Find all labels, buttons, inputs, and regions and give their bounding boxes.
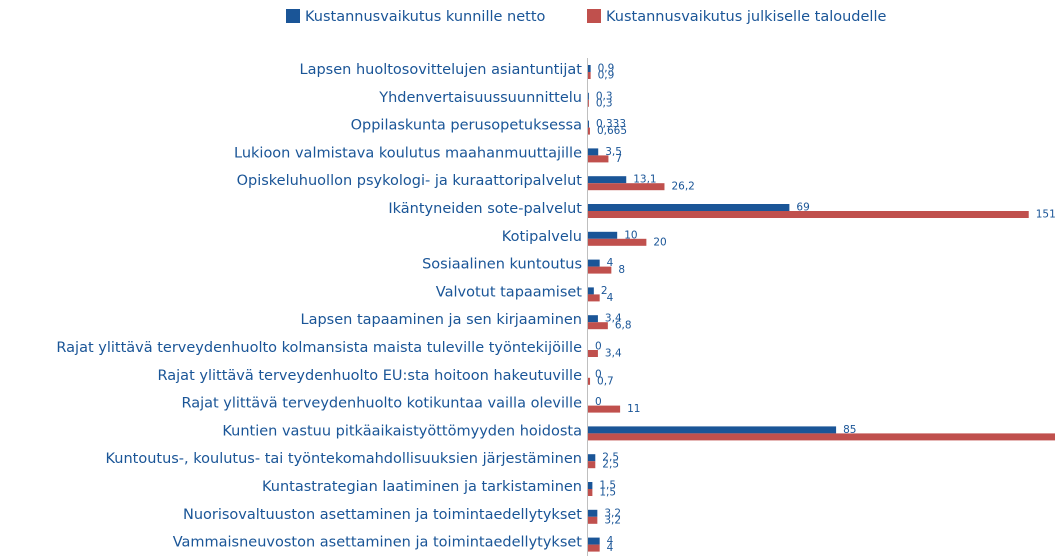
value-label: 151	[1036, 209, 1056, 221]
category-label: Ikäntyneiden sote-palvelut	[388, 201, 582, 217]
bar	[588, 350, 598, 357]
value-label: 1,5	[599, 480, 616, 492]
value-label: 3,4	[605, 348, 622, 360]
value-label: 0,3	[596, 97, 613, 109]
value-label: 4	[607, 257, 614, 269]
value-label: 3,2	[604, 514, 621, 526]
category-label: Kotipalvelu	[502, 229, 582, 245]
bar	[588, 155, 609, 163]
value-label: 3,5	[605, 146, 622, 158]
bar	[588, 120, 589, 128]
value-label: 0	[595, 396, 602, 408]
category-label: Rajat ylittävä terveydenhuolto kotikunta…	[181, 396, 582, 412]
value-label: 13,1	[633, 174, 656, 186]
value-label: 0,333	[596, 118, 626, 130]
value-label: 7	[615, 153, 622, 165]
bar	[588, 544, 600, 552]
value-label: 0	[595, 341, 602, 353]
bar	[588, 148, 599, 156]
value-label: 2,5	[602, 459, 619, 471]
bar	[588, 183, 665, 191]
category-label: Rajat ylittävä terveydenhuolto EU:sta ho…	[158, 368, 583, 384]
value-label: 8	[618, 264, 625, 276]
legend-label: Kustannusvaikutus kunnille netto	[305, 9, 546, 25]
bar	[588, 454, 596, 462]
bar	[588, 287, 594, 295]
value-label: 0,9	[598, 70, 615, 82]
category-label: Vammaisneuvoston asettaminen ja toiminta…	[173, 535, 583, 551]
category-label: Sosiaalinen kuntoutus	[422, 257, 582, 273]
value-label: 0,7	[597, 375, 614, 387]
bar	[588, 127, 590, 135]
category-label: Opiskeluhuollon psykologi- ja kuraattori…	[237, 173, 583, 189]
value-label: 6,8	[615, 320, 632, 332]
value-label: 4	[607, 535, 614, 547]
bar	[588, 433, 1055, 441]
category-label: Yhdenvertaisuussuunnittelu	[378, 90, 582, 106]
value-label: 0,9	[598, 63, 615, 75]
legend-label: Kustannusvaikutus julkiselle taloudelle	[606, 9, 886, 25]
bar	[588, 461, 596, 469]
category-label: Lapsen huoltosovittelujen asiantuntijat	[300, 62, 583, 78]
value-label: 0,665	[597, 125, 627, 137]
value-label: 20	[653, 236, 666, 248]
bar	[588, 294, 600, 302]
category-label: Lukioon valmistava koulutus maahanmuutta…	[234, 145, 582, 161]
bar	[588, 72, 591, 79]
bar	[588, 238, 647, 246]
bar	[588, 315, 598, 323]
bar	[588, 266, 612, 274]
bar	[588, 259, 600, 267]
value-label: 4	[607, 542, 614, 554]
value-label: 1,5	[599, 487, 616, 499]
value-label: 11	[627, 403, 640, 415]
category-label: Nuorisovaltuuston asettaminen ja toimint…	[183, 507, 582, 523]
bar	[588, 231, 618, 239]
bar	[588, 322, 608, 330]
bar	[588, 482, 593, 489]
category-label: Oppilaskunta perusopetuksessa	[351, 118, 582, 134]
category-label: Kuntien vastuu pitkäaikaistyöttömyyden h…	[222, 423, 582, 439]
value-label: 3,4	[605, 313, 622, 325]
category-label: Valvotut tapaamiset	[436, 284, 583, 300]
bar	[588, 211, 1029, 218]
value-label: 2	[601, 285, 608, 297]
bar	[588, 92, 589, 100]
category-label: Lapsen tapaaminen ja sen kirjaaminen	[301, 312, 583, 328]
category-label: Kuntoutus-, koulutus- tai työntekomahdol…	[105, 451, 582, 467]
value-label: 2,5	[602, 452, 619, 464]
value-label: 69	[796, 202, 809, 214]
bar	[588, 65, 591, 72]
bar	[588, 176, 627, 184]
value-label: 10	[624, 229, 637, 241]
legend-swatch	[587, 9, 601, 23]
value-label: 3,2	[604, 507, 621, 519]
value-label: 4	[607, 292, 614, 304]
bar	[588, 516, 598, 524]
bar	[588, 537, 600, 545]
bar	[588, 489, 593, 496]
category-label: Rajat ylittävä terveydenhuolto kolmansis…	[56, 340, 582, 356]
bar	[588, 509, 598, 517]
bar	[588, 204, 790, 211]
bar	[588, 426, 837, 434]
category-label: Kuntastrategian laatiminen ja tarkistami…	[262, 479, 582, 495]
value-label: 26,2	[671, 181, 694, 193]
value-label: 0,3	[596, 90, 613, 102]
bar	[588, 405, 621, 413]
value-label: 0	[595, 368, 602, 380]
legend-swatch	[286, 9, 300, 23]
value-label: 85	[843, 424, 856, 436]
bar	[588, 377, 591, 385]
bar	[588, 99, 589, 107]
